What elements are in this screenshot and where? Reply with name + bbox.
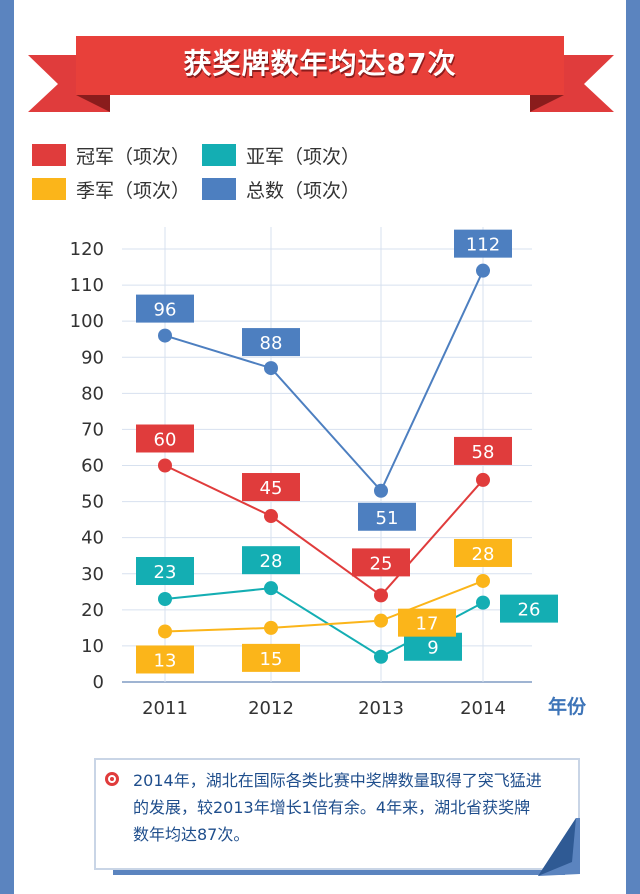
data-point-gold	[158, 458, 172, 473]
data-label-gold: 25	[370, 553, 393, 574]
data-label-box-silver	[404, 632, 462, 661]
data-label-box-gold	[242, 473, 300, 502]
data-label-box-silver	[242, 546, 300, 575]
y-tick-label: 10	[81, 636, 104, 657]
legend-item-silver: 亚军（项次）	[202, 143, 361, 168]
page-curl-icon	[538, 818, 580, 876]
data-label-gold: 60	[154, 430, 177, 451]
data-label-box-gold	[136, 424, 194, 453]
data-labels: 60 45 25 58 23 28 9 26 13 15 17 28 96 88 51 112	[136, 229, 558, 674]
legend-swatch-silver	[202, 144, 236, 166]
y-tick-label: 40	[81, 528, 104, 549]
data-label-box-silver	[500, 594, 558, 623]
data-point-bronze	[374, 613, 388, 628]
data-label-box-silver	[136, 557, 194, 586]
data-label-box-total	[454, 229, 512, 258]
x-tick-label: 2012	[248, 698, 294, 719]
y-tick-label: 120	[70, 239, 104, 260]
data-label-box-bronze	[398, 608, 456, 637]
data-label-bronze: 13	[154, 650, 177, 671]
data-label-bronze: 28	[472, 544, 495, 565]
ribbon-right-fold	[530, 95, 564, 112]
data-label-box-total	[136, 294, 194, 323]
y-tick-label: 110	[70, 275, 104, 296]
data-label-box-total	[358, 502, 416, 531]
legend-swatch-total	[202, 178, 236, 200]
note-text: 2014年，湖北在国际各类比赛中奖牌数量取得了突飞猛进的发展，较2013年增长1…	[133, 771, 542, 844]
legend-swatch-gold	[32, 144, 66, 166]
bullet-icon	[105, 772, 119, 786]
data-label-bronze: 17	[416, 614, 439, 635]
x-tick-label: 2013	[358, 698, 404, 719]
data-label-total: 88	[260, 333, 283, 354]
legend-label-total: 总数（项次）	[246, 179, 361, 202]
legend-label-gold: 冠军（项次）	[76, 145, 191, 168]
data-label-box-total	[242, 328, 300, 357]
data-label-box-bronze	[136, 645, 194, 674]
data-label-silver: 9	[427, 638, 438, 659]
data-label-total: 112	[466, 235, 500, 256]
x-tick-label: 2011	[142, 698, 188, 719]
banner-title: 获奖牌数年均达87次	[183, 47, 457, 80]
legend-swatch-bronze	[32, 178, 66, 200]
data-point-gold	[374, 588, 388, 603]
infographic-card	[14, 0, 626, 894]
data-point-bronze	[476, 573, 490, 588]
x-axis-ticks: 2011 2012 2013 2014	[142, 698, 506, 719]
legend-item-gold: 冠军（项次）	[32, 143, 191, 168]
data-point-bronze	[264, 620, 278, 635]
data-point-total	[374, 483, 388, 498]
data-label-bronze: 15	[260, 649, 283, 670]
y-tick-label: 50	[81, 492, 104, 513]
data-label-box-bronze	[454, 538, 512, 567]
data-point-bronze	[158, 624, 172, 639]
y-tick-label: 80	[81, 383, 104, 404]
data-point-gold	[476, 472, 490, 487]
x-tick-label: 2014	[460, 698, 506, 719]
y-tick-label: 60	[81, 456, 104, 477]
y-tick-label: 70	[81, 419, 104, 440]
y-tick-label: 30	[81, 564, 104, 585]
data-label-total: 51	[376, 508, 399, 529]
legend-item-total: 总数（项次）	[202, 177, 361, 202]
series-lines	[164, 270, 484, 658]
y-tick-label: 100	[70, 311, 104, 332]
series-line-bronze	[164, 580, 484, 633]
data-point-silver	[374, 649, 388, 664]
data-label-silver: 23	[154, 562, 177, 583]
data-label-box-gold	[352, 548, 410, 577]
ribbon-body	[76, 36, 564, 95]
data-point-silver	[158, 592, 172, 607]
data-label-silver: 28	[260, 551, 283, 572]
data-label-silver: 26	[518, 600, 541, 621]
series-points	[158, 263, 490, 664]
title-ribbon	[28, 36, 614, 112]
data-label-total: 96	[154, 300, 177, 321]
series-line-total	[164, 270, 484, 493]
legend-label-silver: 亚军（项次）	[246, 145, 361, 168]
y-tick-label: 90	[81, 347, 104, 368]
y-axis-ticks: 0 10 20 30 40 50 60 70 80 90 100 110 120	[70, 239, 104, 693]
x-axis-label: 年份	[548, 695, 587, 718]
data-label-gold: 58	[472, 442, 495, 463]
data-point-gold	[264, 509, 278, 524]
data-point-total	[158, 328, 172, 343]
data-point-total	[264, 361, 278, 376]
data-label-gold: 45	[260, 478, 283, 499]
legend-item-bronze: 季军（项次）	[32, 177, 191, 202]
y-tick-label: 0	[93, 672, 104, 693]
data-label-box-bronze	[242, 643, 300, 672]
data-label-box-gold	[454, 436, 512, 465]
series-line-gold	[164, 464, 484, 597]
legend-label-bronze: 季军（项次）	[76, 179, 191, 202]
data-point-total	[476, 263, 490, 278]
data-point-silver	[476, 595, 490, 610]
note-box	[94, 758, 580, 870]
y-tick-label: 20	[81, 600, 104, 621]
data-point-silver	[264, 581, 278, 596]
ribbon-left-fold	[76, 95, 110, 112]
